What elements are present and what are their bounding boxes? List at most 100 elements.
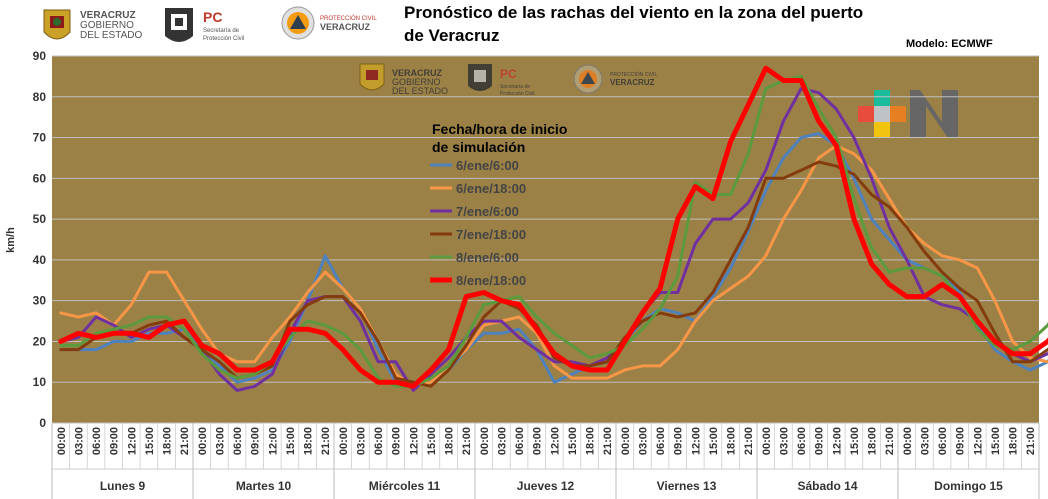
- x-tick-label: 09:00: [673, 427, 685, 455]
- x-tick-label: 18:00: [585, 427, 597, 455]
- day-label: Lunes 9: [100, 479, 146, 493]
- x-tick-label: 12:00: [972, 427, 984, 455]
- y-tick-label: 0: [39, 416, 46, 430]
- watermark-logos: VERACRUZ GOBIERNO DEL ESTADO PC Secretar…: [359, 63, 657, 97]
- x-tick-label: 15:00: [567, 427, 579, 455]
- model-label: Modelo: ECMWF: [906, 38, 993, 50]
- x-tick-label: 15:00: [426, 427, 438, 455]
- x-tick-label: 03:00: [355, 427, 367, 455]
- x-tick-label: 18:00: [726, 427, 738, 455]
- x-tick-label: 18:00: [303, 427, 315, 455]
- x-tick-label: 00:00: [56, 427, 68, 455]
- x-tick-label: 06:00: [655, 427, 667, 455]
- day-label: Miércoles 11: [369, 479, 441, 493]
- legend-entry-label: 8/ene/6:00: [456, 250, 519, 265]
- y-tick-label: 20: [33, 334, 47, 348]
- watermark-pcv-line2: VERACRUZ: [610, 78, 655, 87]
- watermark-pc-line2: Protección Civil: [500, 91, 534, 97]
- legend-entry-label: 7/ene/6:00: [456, 204, 519, 219]
- logo-gobierno-veracruz: VERACRUZ GOBIERNO DEL ESTADO: [43, 9, 142, 41]
- y-tick-label: 50: [33, 212, 47, 226]
- logo-pc-line1: Secretaría de: [203, 28, 240, 34]
- x-tick-label: 21:00: [884, 427, 896, 455]
- logo-pc-line2: Protección Civil: [203, 36, 244, 42]
- chart-title-line2: de Veracruz: [404, 26, 499, 45]
- x-tick-label: 06:00: [91, 427, 103, 455]
- x-tick-label: 00:00: [620, 427, 632, 455]
- day-label: Jueves 12: [517, 479, 575, 493]
- series-line: [59, 74, 1048, 388]
- y-tick-label: 30: [33, 294, 47, 308]
- series-line: [59, 87, 1048, 392]
- legend-title-line2: de simulación: [432, 139, 525, 155]
- x-tick-label: 12:00: [831, 427, 843, 455]
- legend-entry-label: 7/ene/18:00: [456, 227, 526, 242]
- x-tick-label: 00:00: [479, 427, 491, 455]
- day-label: Sábado 14: [797, 479, 857, 493]
- x-tick-label: 09:00: [109, 427, 121, 455]
- x-tick-label: 21:00: [1025, 427, 1037, 455]
- x-tick-label: 03:00: [214, 427, 226, 455]
- day-label: Viernes 13: [657, 479, 717, 493]
- legend-title-line1: Fecha/hora de inicio: [432, 121, 567, 137]
- logo-veracruz-line2: GOBIERNO: [80, 20, 134, 31]
- y-axis-label: km/h: [5, 227, 17, 253]
- x-tick-label: 21:00: [179, 427, 191, 455]
- x-tick-label: 06:00: [937, 427, 949, 455]
- x-tick-label: 03:00: [73, 427, 85, 455]
- x-tick-label: 15:00: [144, 427, 156, 455]
- chart-title-line1: Pronóstico de las rachas del viento en l…: [404, 3, 863, 22]
- x-tick-label: 15:00: [849, 427, 861, 455]
- day-label: Domingo 15: [934, 479, 1003, 493]
- x-tick-label: 03:00: [919, 427, 931, 455]
- series-line: [59, 144, 1048, 388]
- watermark-pc-title: PC: [500, 67, 517, 81]
- watermark-veracruz-line1: VERACRUZ: [392, 68, 443, 78]
- y-tick-label: 70: [33, 131, 47, 145]
- legend-entry-label: 6/ene/6:00: [456, 158, 519, 173]
- x-tick-label: 00:00: [902, 427, 914, 455]
- logo-pcv-line1: PROTECCIÓN CIVIL: [320, 15, 377, 22]
- y-tick-label: 10: [33, 375, 47, 389]
- watermark-pcv-line1: PROTECCIÓN CIVIL: [610, 71, 657, 78]
- x-tick-label: 12:00: [408, 427, 420, 455]
- logo-proteccion-civil: PC Secretaría de Protección Civil: [165, 8, 244, 42]
- n-logo: [858, 90, 958, 138]
- logo-veracruz-line1: VERACRUZ: [80, 10, 136, 21]
- x-tick-label: 21:00: [320, 427, 332, 455]
- x-tick-label: 06:00: [373, 427, 385, 455]
- x-tick-label: 09:00: [955, 427, 967, 455]
- x-tick-label: 06:00: [796, 427, 808, 455]
- x-tick-label: 09:00: [814, 427, 826, 455]
- logo-pcv-line2: VERACRUZ: [320, 22, 371, 32]
- x-tick-label: 03:00: [637, 427, 649, 455]
- logo-pc-title: PC: [203, 9, 222, 25]
- x-tick-label: 06:00: [232, 427, 244, 455]
- legend-entry-label: 8/ene/18:00: [456, 273, 526, 288]
- y-tick-label: 80: [33, 90, 47, 104]
- x-tick-label: 15:00: [708, 427, 720, 455]
- legend-entry-label: 6/ene/18:00: [456, 181, 526, 196]
- x-tick-label: 12:00: [690, 427, 702, 455]
- watermark-pc-line1: Secretaría de: [500, 84, 530, 90]
- x-tick-label: 03:00: [778, 427, 790, 455]
- x-tick-label: 09:00: [250, 427, 262, 455]
- y-tick-label: 60: [33, 171, 47, 185]
- x-tick-label: 12:00: [267, 427, 279, 455]
- series-line: [58, 65, 1048, 389]
- x-tick-label: 15:00: [990, 427, 1002, 455]
- day-label: Martes 10: [236, 479, 292, 493]
- x-tick-label: 18:00: [162, 427, 174, 455]
- x-tick-label: 18:00: [867, 427, 879, 455]
- y-tick-label: 90: [33, 49, 47, 63]
- x-tick-label: 03:00: [496, 427, 508, 455]
- logo-veracruz-line3: DEL ESTADO: [80, 30, 142, 41]
- x-tick-label: 12:00: [549, 427, 561, 455]
- x-tick-label: 00:00: [197, 427, 209, 455]
- x-tick-label: 12:00: [126, 427, 138, 455]
- x-tick-label: 09:00: [391, 427, 403, 455]
- y-tick-label: 40: [33, 253, 47, 267]
- x-tick-label: 21:00: [602, 427, 614, 455]
- logo-pc-veracruz: PROTECCIÓN CIVIL VERACRUZ: [281, 6, 377, 40]
